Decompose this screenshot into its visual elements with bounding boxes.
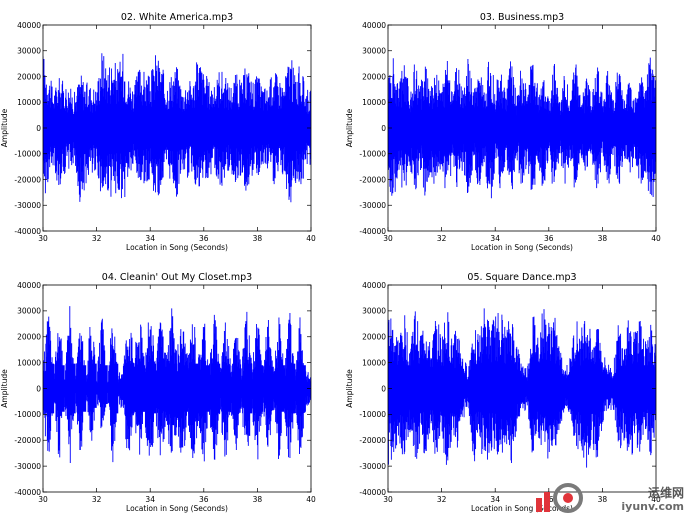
x-tick-label: 30	[383, 495, 393, 504]
logo-bar-1	[536, 498, 542, 512]
watermark-title: 运维网	[647, 486, 684, 500]
watermark-logo	[536, 483, 583, 513]
chart-title: 05. Square Dance.mp3	[467, 272, 576, 283]
series-core-1	[43, 103, 311, 153]
y-tick-label: -20000	[359, 436, 386, 445]
logo-ring	[553, 483, 583, 513]
subplot-2: 30 32 34 36 38 40 -40000 -30000 -20000 -10000 0 100…	[345, 12, 661, 252]
series-core-1	[43, 363, 311, 414]
y-tick-label: 30000	[362, 47, 386, 56]
y-tick-label: -30000	[359, 201, 386, 210]
y-tick-label: 30000	[17, 307, 41, 316]
watermark: 运维网 iyunv.com	[534, 478, 684, 514]
y-tick-label: 30000	[362, 307, 386, 316]
y-tick-label: -10000	[359, 150, 386, 159]
y-tick-label: 20000	[362, 333, 386, 342]
y-tick-label: -20000	[14, 175, 41, 184]
waveform-series	[43, 53, 311, 203]
x-tick-label: 36	[199, 495, 209, 504]
y-axis-label: Amplitude	[345, 108, 354, 147]
y-tick-label: 0	[381, 124, 386, 133]
y-tick-label: -40000	[359, 488, 386, 497]
x-tick-label: 32	[437, 234, 447, 243]
y-tick-label: 10000	[362, 358, 386, 367]
y-tick-label: -10000	[14, 150, 41, 159]
y-tick-label: 0	[381, 384, 386, 393]
x-tick-label: 40	[306, 495, 316, 504]
x-axis-label: Location in Song (Seconds)	[471, 504, 573, 513]
x-tick-label: 38	[253, 495, 263, 504]
logo-dot	[563, 493, 573, 503]
x-tick-label: 30	[38, 495, 48, 504]
subplot-1: 30 32 34 36 38 40 -40000 -30000 -20000 -10000 0 100…	[0, 12, 316, 252]
y-tick-label: -30000	[14, 201, 41, 210]
watermark-site: iyunv.com	[621, 500, 684, 513]
y-tick-label: -30000	[359, 462, 386, 471]
y-axis-label: Amplitude	[0, 108, 9, 147]
y-tick-label: -40000	[359, 227, 386, 236]
x-tick-label: 34	[490, 234, 500, 243]
x-tick-label: 32	[437, 495, 447, 504]
y-tick-label: -40000	[14, 488, 41, 497]
x-tick-label: 34	[145, 495, 155, 504]
y-axis-label: Amplitude	[0, 369, 9, 408]
watermark-text: 运维网 iyunv.com	[588, 486, 684, 514]
y-tick-label: 40000	[17, 281, 41, 290]
x-tick-label: 34	[145, 234, 155, 243]
x-tick-label: 32	[92, 234, 102, 243]
y-tick-label: -20000	[14, 436, 41, 445]
x-tick-label: 30	[38, 234, 48, 243]
x-tick-label: 38	[598, 234, 608, 243]
x-tick-label: 36	[199, 234, 209, 243]
y-tick-label: 10000	[362, 98, 386, 107]
x-tick-label: 36	[544, 234, 554, 243]
y-tick-label: 20000	[362, 72, 386, 81]
y-tick-label: -10000	[359, 410, 386, 419]
y-tick-label: 40000	[362, 21, 386, 30]
y-tick-label: 40000	[17, 21, 41, 30]
subplot-4: 303234363840-40000-30000-20000-100000100…	[345, 272, 661, 513]
y-tick-label: -10000	[14, 410, 41, 419]
y-axis-label: Amplitude	[345, 369, 354, 408]
chart-title: 03. Business.mp3	[480, 12, 564, 23]
y-tick-label: -40000	[14, 227, 41, 236]
x-axis-label: Location in Song (Seconds)	[126, 243, 228, 252]
y-tick-label: -30000	[14, 462, 41, 471]
logo-bar-2	[544, 492, 550, 512]
y-tick-label: 10000	[17, 98, 41, 107]
x-tick-label: 34	[490, 495, 500, 504]
y-tick-label: 40000	[362, 281, 386, 290]
x-tick-label: 38	[253, 234, 263, 243]
waveform-series	[43, 306, 311, 464]
waveform-series	[388, 57, 656, 199]
y-tick-label: -20000	[359, 175, 386, 184]
x-tick-label: 32	[92, 495, 102, 504]
x-tick-label: 40	[306, 234, 316, 243]
subplot-3: 30 32 34 36 38 40 -40000 -30000 -20000 -10000 0 100…	[0, 272, 316, 513]
chart-title: 02. White America.mp3	[121, 12, 233, 23]
x-tick-label: 38	[598, 495, 608, 504]
chart-title: 04. Cleanin' Out My Closet.mp3	[102, 272, 252, 283]
y-tick-label: 30000	[17, 47, 41, 56]
y-tick-label: 20000	[17, 333, 41, 342]
waveform-series	[388, 308, 656, 468]
x-axis-label: Location in Song (Seconds)	[471, 243, 573, 252]
x-tick-label: 30	[383, 234, 393, 243]
y-tick-label: 0	[36, 124, 41, 133]
x-tick-label: 40	[651, 234, 661, 243]
series-core-1	[388, 363, 656, 414]
y-tick-label: 0	[36, 384, 41, 393]
y-tick-label: 10000	[17, 358, 41, 367]
x-axis-label: Location in Song (Seconds)	[126, 504, 228, 513]
series-core-1	[388, 104, 656, 153]
y-tick-label: 20000	[17, 72, 41, 81]
x-tick-label: 40	[651, 495, 661, 504]
